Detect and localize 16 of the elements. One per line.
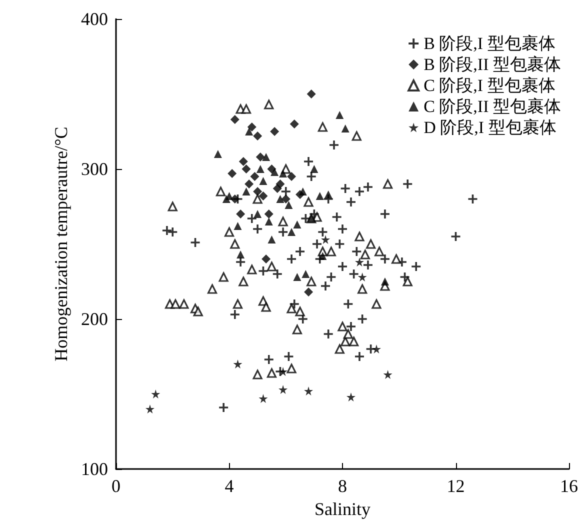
y-tick-label: 300 bbox=[81, 159, 108, 179]
y-axis-title: Homogenization temperautre/°C bbox=[51, 126, 71, 362]
legend-label: D 阶段,I 型包裹体 bbox=[424, 118, 556, 137]
x-tick-label: 4 bbox=[224, 476, 234, 496]
legend-label: B 阶段,I 型包裹体 bbox=[424, 34, 556, 53]
y-tick-label: 200 bbox=[81, 309, 108, 329]
y-tick-label: 400 bbox=[81, 9, 108, 29]
x-tick-label: 12 bbox=[446, 476, 465, 496]
y-tick-label: 100 bbox=[81, 459, 108, 479]
legend-label: B 阶段,II 型包裹体 bbox=[424, 55, 562, 74]
x-tick-label: 8 bbox=[338, 476, 347, 496]
legend-label: C 阶段,II 型包裹体 bbox=[424, 97, 562, 116]
legend-label: C 阶段,I 型包裹体 bbox=[424, 76, 556, 95]
x-tick-label: 0 bbox=[112, 476, 120, 496]
x-tick-label: 16 bbox=[560, 476, 578, 496]
x-axis-title: Salinity bbox=[314, 498, 371, 519]
